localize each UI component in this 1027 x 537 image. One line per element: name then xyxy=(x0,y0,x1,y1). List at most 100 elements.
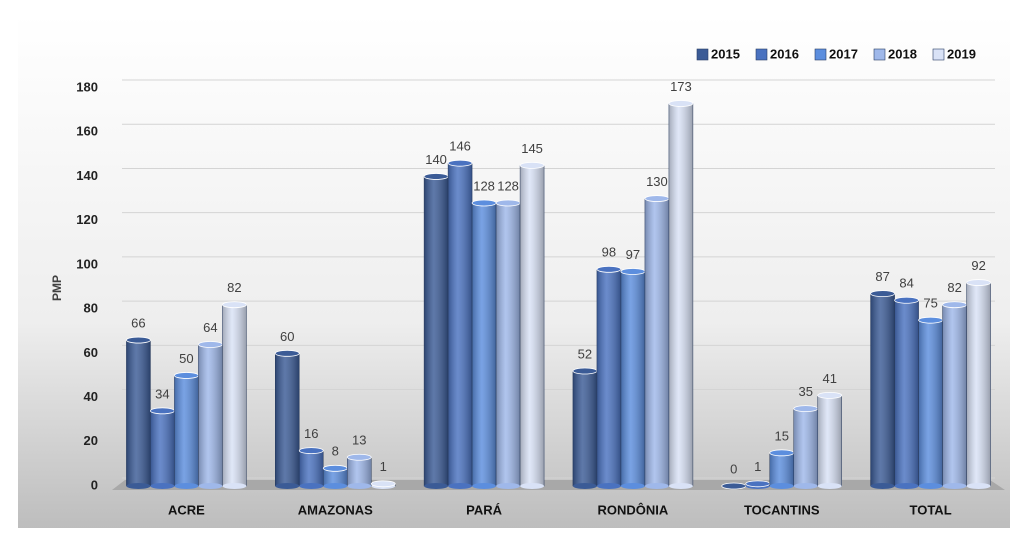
bar-cap xyxy=(222,301,247,309)
bar-base xyxy=(769,483,794,489)
bar-cap xyxy=(370,480,396,488)
bar-base xyxy=(448,483,473,489)
bar-base xyxy=(894,483,919,489)
bar-shade xyxy=(793,408,818,486)
bar-shade xyxy=(894,300,919,486)
bar-base xyxy=(299,483,324,489)
bar-shade xyxy=(275,353,300,486)
bar-base xyxy=(620,483,645,489)
bar-cap xyxy=(620,268,646,275)
data-label: 97 xyxy=(626,247,640,262)
data-label: 1 xyxy=(380,459,387,474)
bar-cap xyxy=(966,279,991,286)
bar-cap xyxy=(745,480,771,488)
bar-cap xyxy=(447,159,473,167)
data-label: 1 xyxy=(754,459,761,474)
bar-cap xyxy=(423,173,449,180)
data-label: 87 xyxy=(875,269,889,284)
bar-base xyxy=(472,483,497,489)
bar-base xyxy=(126,483,151,489)
y-tick-label: 40 xyxy=(84,389,98,404)
x-tick-label: AMAZONAS xyxy=(298,502,373,517)
data-label: 128 xyxy=(473,178,495,193)
x-tick-label: TOTAL xyxy=(910,502,952,517)
y-tick-label: 80 xyxy=(84,301,98,316)
data-label: 52 xyxy=(578,346,592,361)
bar-base xyxy=(323,483,348,489)
legend-swatch xyxy=(755,48,768,61)
y-tick-label: 0 xyxy=(91,477,98,492)
y-tick-label: 120 xyxy=(76,212,98,227)
bar-cap xyxy=(322,464,348,472)
data-label: 84 xyxy=(899,276,913,291)
bar-shade xyxy=(472,202,497,486)
bar-base xyxy=(496,483,521,489)
bar-shade xyxy=(769,452,794,486)
bar-cap xyxy=(495,199,521,207)
legend-swatch xyxy=(696,48,709,61)
data-label: 75 xyxy=(923,296,937,311)
data-label: 145 xyxy=(521,141,543,156)
data-label: 128 xyxy=(497,178,519,193)
bar-shade xyxy=(174,375,199,486)
bar-shade xyxy=(966,282,991,486)
bar-cap xyxy=(870,290,895,298)
bar-shade xyxy=(817,395,842,486)
bar-cap xyxy=(174,372,199,379)
y-tick-label: 100 xyxy=(76,256,98,271)
legend-swatch xyxy=(932,48,945,61)
legend-label: 2016 xyxy=(770,46,799,61)
bar-base xyxy=(966,483,991,489)
data-label: 35 xyxy=(799,384,813,399)
bar-base xyxy=(174,483,199,489)
bar-shade xyxy=(424,176,449,486)
legend-label: 2015 xyxy=(711,46,740,61)
data-label: 92 xyxy=(971,258,985,273)
bar-shade xyxy=(448,163,473,486)
bar-base xyxy=(918,483,943,489)
legend-swatch xyxy=(873,48,886,61)
bar-base xyxy=(424,483,449,489)
bar-base xyxy=(572,483,597,489)
bar-cap xyxy=(126,336,151,344)
data-label: 66 xyxy=(131,316,145,331)
data-label: 16 xyxy=(304,426,318,441)
bar-shade xyxy=(323,468,348,486)
bar-shade xyxy=(942,304,967,486)
bar-cap xyxy=(198,341,223,348)
legend-label: 2019 xyxy=(947,46,976,61)
data-label: 146 xyxy=(449,139,471,154)
bar-cap xyxy=(894,296,919,304)
bar-base xyxy=(793,483,818,489)
x-tick-label: ACRE xyxy=(168,502,205,517)
bar-cap xyxy=(572,367,598,375)
bar-base xyxy=(596,483,621,489)
bar-shade xyxy=(496,202,521,486)
bar-base xyxy=(668,483,693,489)
bar-cap xyxy=(668,100,694,107)
bar-shade xyxy=(347,457,372,486)
bar-cap xyxy=(918,316,943,324)
y-tick-label: 140 xyxy=(76,168,98,183)
bar-cap xyxy=(817,391,843,399)
data-label: 13 xyxy=(352,433,366,448)
bar-base xyxy=(644,483,669,489)
bar-shade xyxy=(918,320,943,486)
data-label: 15 xyxy=(775,428,789,443)
legend-label: 2018 xyxy=(888,46,917,61)
bar-base xyxy=(817,483,842,489)
bar-cap xyxy=(721,482,747,490)
bar-base xyxy=(870,483,895,489)
bar-shade xyxy=(222,304,247,486)
bar-base xyxy=(150,483,175,489)
bar-shade xyxy=(596,269,621,486)
x-tick-label: TOCANTINS xyxy=(744,502,820,517)
bar-cap xyxy=(769,449,795,457)
bar-base xyxy=(942,483,967,489)
data-label: 8 xyxy=(332,444,339,459)
bar-base xyxy=(222,483,247,489)
bar-cap xyxy=(793,405,819,413)
bar-shade xyxy=(198,344,223,486)
bar-cap xyxy=(274,349,300,357)
